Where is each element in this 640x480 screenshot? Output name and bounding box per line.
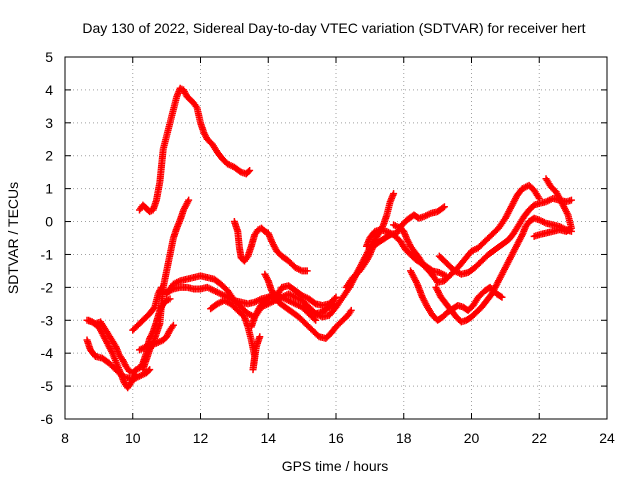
data-point xyxy=(347,306,355,314)
x-axis-label: GPS time / hours xyxy=(282,458,389,474)
y-tick-label: -2 xyxy=(41,279,54,295)
data-point xyxy=(310,315,318,323)
series-track-e xyxy=(129,283,166,334)
series-track-g xyxy=(136,321,177,354)
series-track-q xyxy=(390,181,543,286)
y-tick-label: 4 xyxy=(45,82,53,98)
series-track-o xyxy=(342,203,448,291)
data-point xyxy=(567,196,575,204)
data-point xyxy=(150,304,158,312)
series-track-t xyxy=(407,267,506,324)
data-point xyxy=(332,293,340,301)
x-tick-label: 22 xyxy=(531,430,547,446)
y-tick-labels: 5 4 3 2 1 0 -1 -2 -3 -4 -5 -6 xyxy=(41,49,54,427)
series-track-m xyxy=(261,270,355,342)
y-tick-label: 3 xyxy=(45,115,53,131)
series-track-l xyxy=(230,218,311,275)
y-tick-label: -6 xyxy=(41,411,54,427)
series-track-d xyxy=(139,196,193,374)
x-tick-label: 8 xyxy=(61,430,69,446)
data-point xyxy=(246,167,254,175)
x-tick-label: 16 xyxy=(328,430,344,446)
x-tick-label: 14 xyxy=(260,430,276,446)
y-tick-label: 0 xyxy=(45,214,53,230)
y-tick-label: 2 xyxy=(45,148,53,164)
y-axis-label: SDTVAR / TECUs xyxy=(5,182,21,294)
series-track-k xyxy=(247,282,340,331)
y-tick-label: -5 xyxy=(41,378,54,394)
x-tick-label: 18 xyxy=(396,430,412,446)
data-point xyxy=(498,293,506,301)
data-point xyxy=(312,316,320,324)
series-track-p xyxy=(362,226,450,280)
x-tick-labels: 8 10 12 14 16 18 20 22 24 xyxy=(61,430,615,446)
data-marks xyxy=(83,84,575,392)
data-point xyxy=(497,292,505,300)
plot-frame xyxy=(64,56,608,420)
x-tick-label: 12 xyxy=(193,430,209,446)
x-tick-label: 24 xyxy=(599,430,615,446)
chart-title: Day 130 of 2022, Sidereal Day-to-day VTE… xyxy=(82,20,585,36)
y-tick-label: -4 xyxy=(41,345,54,361)
data-point xyxy=(146,366,154,374)
series-track-u xyxy=(530,175,575,240)
data-point xyxy=(185,196,193,204)
data-point xyxy=(136,346,144,354)
data-point xyxy=(166,295,174,303)
series-track-j xyxy=(207,297,264,374)
y-tick-label: 5 xyxy=(45,49,53,65)
data-point xyxy=(439,204,447,212)
series-track-s xyxy=(435,195,575,278)
y-tick-label: -1 xyxy=(41,246,54,262)
data-point xyxy=(530,232,538,240)
y-tick-label: 1 xyxy=(45,181,53,197)
y-tick-label: -3 xyxy=(41,312,54,328)
series-track-f xyxy=(136,84,254,216)
data-point xyxy=(331,295,339,303)
data-point xyxy=(256,333,264,341)
x-tick-label: 10 xyxy=(125,430,141,446)
data-point xyxy=(440,203,448,211)
series-track-n xyxy=(312,190,398,321)
data-point xyxy=(390,190,398,198)
data-point xyxy=(145,367,153,375)
x-tick-label: 20 xyxy=(464,430,480,446)
data-point xyxy=(303,267,311,275)
data-point xyxy=(244,168,252,176)
